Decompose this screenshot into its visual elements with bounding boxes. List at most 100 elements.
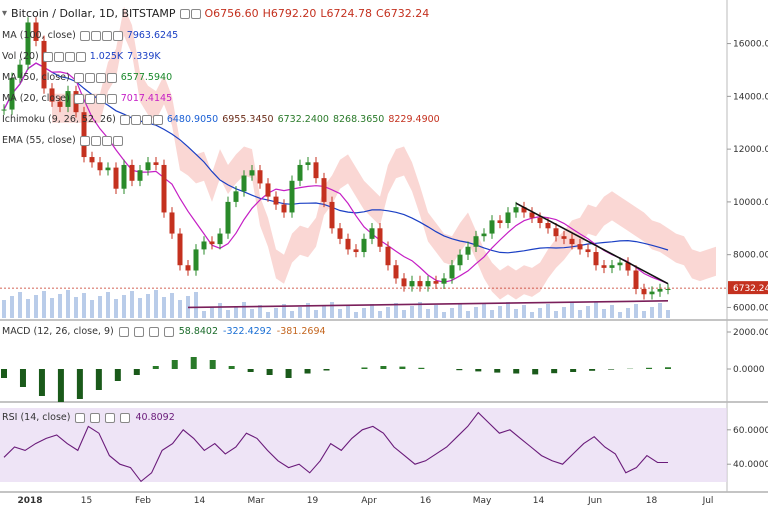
- candle-body: [114, 168, 119, 189]
- close-icon[interactable]: [149, 327, 159, 337]
- close-icon[interactable]: [96, 94, 106, 104]
- settings-icon[interactable]: [91, 31, 101, 41]
- settings-icon[interactable]: [191, 9, 201, 19]
- volume-bar: [506, 302, 510, 318]
- rsi-legend[interactable]: RSI (14, close)40.8092: [2, 412, 175, 423]
- indicator-buttons[interactable]: [74, 73, 117, 83]
- more-icon[interactable]: [107, 73, 117, 83]
- volume-bar: [442, 312, 446, 318]
- volume-bar: [178, 300, 182, 318]
- volume-bar: [450, 308, 454, 318]
- indicator-value: 8229.4900: [388, 114, 439, 125]
- settings-icon[interactable]: [85, 94, 95, 104]
- indicator-row[interactable]: EMA (55, close): [2, 135, 123, 146]
- close-icon[interactable]: [96, 73, 106, 83]
- indicator-buttons[interactable]: [80, 31, 123, 41]
- more-icon[interactable]: [120, 413, 130, 423]
- volume-bar: [154, 290, 158, 318]
- more-icon[interactable]: [113, 136, 123, 146]
- more-icon[interactable]: [113, 31, 123, 41]
- candle-body: [378, 228, 383, 246]
- candle-body: [314, 162, 319, 178]
- indicator-buttons[interactable]: [74, 94, 117, 104]
- settings-icon[interactable]: [134, 327, 144, 337]
- indicator-buttons[interactable]: [80, 136, 123, 146]
- more-icon[interactable]: [153, 115, 163, 125]
- settings-icon[interactable]: [85, 73, 95, 83]
- volume-bar: [274, 308, 278, 318]
- more-icon[interactable]: [107, 94, 117, 104]
- indicator-row[interactable]: MA (50, close)6577.5940: [2, 72, 172, 83]
- macd-histogram-bar: [39, 369, 45, 396]
- macd-histogram-bar: [589, 369, 595, 371]
- candle-body: [538, 218, 543, 223]
- time-tick-label: 14: [194, 496, 206, 506]
- candle-body: [274, 197, 279, 205]
- indicator-buttons[interactable]: [120, 115, 163, 125]
- candle-body: [562, 236, 567, 239]
- symbol-header[interactable]: ▾ Bitcoin / Dollar, 1D, BITSTAMP O6756.6…: [2, 7, 429, 20]
- eye-icon[interactable]: [75, 413, 85, 423]
- price-tick-label: 12000.00: [733, 145, 768, 155]
- macd-histogram-bar: [380, 366, 386, 369]
- volume-bar: [234, 306, 238, 318]
- indicator-label: MA (50, close): [2, 72, 70, 83]
- volume-bar: [202, 311, 206, 318]
- eye-icon[interactable]: [80, 31, 90, 41]
- volume-bar: [626, 308, 630, 318]
- candle-body: [194, 249, 199, 270]
- candle-body: [234, 191, 239, 202]
- settings-icon[interactable]: [54, 52, 64, 62]
- eye-icon[interactable]: [74, 73, 84, 83]
- time-tick-label: 19: [307, 496, 319, 506]
- candle-body: [306, 162, 311, 165]
- indicator-row[interactable]: MA (20, close)7017.4145: [2, 93, 172, 104]
- header-buttons[interactable]: [180, 9, 201, 19]
- close-icon[interactable]: [102, 31, 112, 41]
- candle-body: [402, 278, 407, 286]
- eye-icon[interactable]: [74, 94, 84, 104]
- eye-icon[interactable]: [180, 9, 190, 19]
- settings-icon[interactable]: [91, 136, 101, 146]
- volume-bar: [562, 307, 566, 318]
- volume-bar: [594, 302, 598, 318]
- volume-bar: [578, 310, 582, 318]
- collapse-icon[interactable]: ▾: [2, 8, 7, 19]
- pane-value: -322.4292: [223, 326, 272, 337]
- candle-body: [642, 289, 647, 294]
- candle-body: [586, 249, 591, 252]
- time-tick-label: May: [473, 496, 492, 506]
- price-tick-label: 16000.00: [733, 40, 768, 50]
- macd-histogram-bar: [20, 369, 26, 387]
- macd-legend[interactable]: MACD (12, 26, close, 9)58.8402-322.4292-…: [2, 326, 326, 337]
- settings-icon[interactable]: [131, 115, 141, 125]
- close-icon[interactable]: [105, 413, 115, 423]
- indicator-buttons[interactable]: [43, 52, 86, 62]
- more-icon[interactable]: [164, 327, 174, 337]
- close-icon[interactable]: [142, 115, 152, 125]
- eye-icon[interactable]: [119, 327, 129, 337]
- settings-icon[interactable]: [90, 413, 100, 423]
- macd-histogram-bar: [172, 360, 178, 369]
- volume-bar: [82, 293, 86, 318]
- volume-bar: [2, 300, 6, 318]
- close-icon[interactable]: [65, 52, 75, 62]
- macd-histogram-bar: [305, 369, 311, 374]
- volume-bar: [210, 307, 214, 318]
- candle-body: [482, 234, 487, 237]
- eye-icon[interactable]: [120, 115, 130, 125]
- close-icon[interactable]: [102, 136, 112, 146]
- volume-bar: [610, 305, 614, 318]
- eye-icon[interactable]: [43, 52, 53, 62]
- macd-histogram-bar: [191, 357, 197, 369]
- candle-body: [154, 162, 159, 165]
- more-icon[interactable]: [76, 52, 86, 62]
- volume-bar: [346, 305, 350, 318]
- volume-bar: [522, 305, 526, 318]
- eye-icon[interactable]: [80, 136, 90, 146]
- indicator-row[interactable]: MA (100, close)7963.6245: [2, 30, 178, 41]
- macd-histogram-bar: [418, 368, 424, 369]
